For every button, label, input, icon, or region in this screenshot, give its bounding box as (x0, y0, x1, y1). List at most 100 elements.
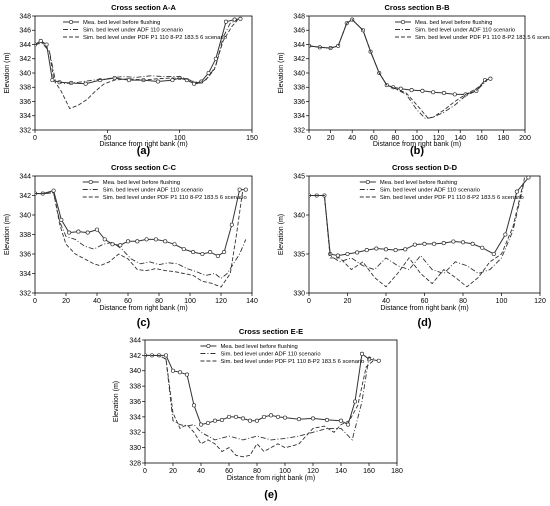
y-axis-label: Elevation (m) (113, 381, 120, 422)
y-tick-label: 328 (129, 460, 141, 467)
y-tick-label: 336 (129, 399, 141, 406)
x-tick-label: 0 (307, 298, 311, 305)
data-point (237, 187, 242, 192)
data-point (441, 90, 447, 96)
y-tick-label: 336 (293, 99, 305, 106)
data-point (470, 241, 475, 246)
plot-area (308, 15, 526, 131)
legend-entry: Sim. bed level under PDF P1 110 8-P2 183… (220, 359, 364, 365)
chart-title: Cross section E-E (239, 327, 303, 336)
y-tick-label: 344 (19, 42, 31, 49)
data-point (102, 237, 107, 242)
data-point (213, 56, 218, 61)
data-point (352, 399, 358, 404)
legend-entry: Sim. bed level under PDF P1 110 8-P2 183… (380, 195, 524, 201)
data-point (153, 237, 158, 242)
x-axis-label: Distance from right bank (m) (227, 475, 315, 482)
data-point (412, 242, 417, 247)
x-tick-label: 120 (433, 135, 445, 142)
y-tick-label: 340 (19, 212, 31, 219)
data-point (393, 248, 398, 253)
x-tick-label: 120 (307, 468, 319, 475)
y-tick-label: 330 (293, 290, 305, 297)
y-tick-label: 340 (293, 212, 305, 219)
data-point (355, 250, 360, 255)
series-group (35, 16, 243, 110)
x-tick-label: 150 (246, 135, 258, 142)
data-point (163, 239, 168, 244)
x-tick-label: 180 (391, 468, 403, 475)
plot-area (34, 175, 253, 294)
legend-entry: Mea. bed level before flushing (380, 180, 457, 186)
data-point (432, 241, 437, 246)
x-tick-label: 100 (174, 135, 186, 142)
legend-entry: Sim. bed level under ADF 110 scenario (380, 188, 480, 194)
x-tick-label: 40 (348, 135, 356, 142)
y-tick-label: 332 (293, 127, 305, 134)
y-tick-label: 332 (129, 430, 141, 437)
data-point (275, 414, 281, 419)
x-tick-label: 100 (411, 135, 423, 142)
chart-title: Cross section D-D (392, 163, 458, 172)
y-tick-label: 348 (293, 13, 305, 20)
y-tick-label: 334 (19, 113, 31, 120)
data-point (51, 188, 56, 193)
x-tick-label: 20 (344, 298, 352, 305)
data-point (110, 242, 115, 247)
chart-title: Cross section A-A (111, 3, 176, 12)
data-point (359, 351, 365, 356)
legend: Mea. bed level before flushing Sim. bed l… (63, 19, 227, 41)
x-tick-label: 200 (519, 135, 531, 142)
y-tick-label: 334 (19, 271, 31, 278)
data-point (198, 422, 204, 427)
data-point (383, 247, 389, 252)
data-point (374, 246, 379, 251)
legend: Mea. bed level before flushing Sim. bed l… (395, 19, 550, 41)
chart-panel-2: Cross section B-B 0 20 40 60 80 100 120 140 160 18… (278, 3, 550, 157)
y-tick-label: 340 (19, 70, 31, 77)
data-point (409, 88, 414, 93)
data-point (205, 420, 211, 426)
y-axis-label: Elevation (m) (278, 52, 285, 93)
data-point (144, 237, 149, 242)
data-point (219, 417, 225, 423)
data-point (125, 239, 131, 244)
data-point (172, 242, 177, 247)
series-line-dash-dot (145, 354, 377, 441)
x-axis-label: Distance from right bank (m) (380, 305, 468, 312)
x-tick-label: 100 (279, 468, 291, 475)
y-tick-label: 338 (19, 85, 31, 92)
series-line-dashed (35, 190, 244, 288)
y-tick-label: 340 (293, 70, 305, 77)
data-point (364, 248, 369, 253)
y-tick-label: 332 (19, 290, 31, 297)
data-point (403, 247, 408, 252)
data-point (474, 88, 479, 93)
data-point (181, 247, 186, 252)
legend-marker (68, 19, 74, 25)
x-tick-label: 0 (33, 298, 37, 305)
legend-entry: Sim. bed level under ADF 110 scenario (83, 28, 183, 34)
legend: Mea. bed level before flushing Sim. bed l… (200, 343, 364, 365)
data-point (441, 241, 446, 246)
data-point (85, 230, 90, 235)
x-tick-label: 100 (496, 298, 508, 305)
x-tick-label: 60 (225, 468, 233, 475)
data-point (238, 16, 243, 21)
y-tick-label: 336 (19, 99, 31, 106)
y-tick-label: 342 (19, 56, 31, 63)
data-point (491, 251, 496, 257)
data-point (135, 239, 140, 244)
x-tick-label: 0 (143, 468, 147, 475)
legend-entry: Sim. bed level under PDF P1 110 8-P2 183… (103, 195, 247, 201)
y-tick-label: 344 (129, 337, 141, 344)
data-point (376, 358, 381, 363)
data-point (345, 251, 350, 257)
series-line-dashed (309, 177, 526, 288)
data-point (170, 368, 176, 373)
y-tick-label: 340 (129, 368, 141, 375)
data-point (268, 413, 274, 418)
y-tick-label: 335 (293, 251, 305, 258)
panel-label: (a) (137, 145, 151, 157)
chart-panel-4: Cross section D-D 0 20 40 60 80 100 120 330 335 34… (278, 163, 546, 329)
